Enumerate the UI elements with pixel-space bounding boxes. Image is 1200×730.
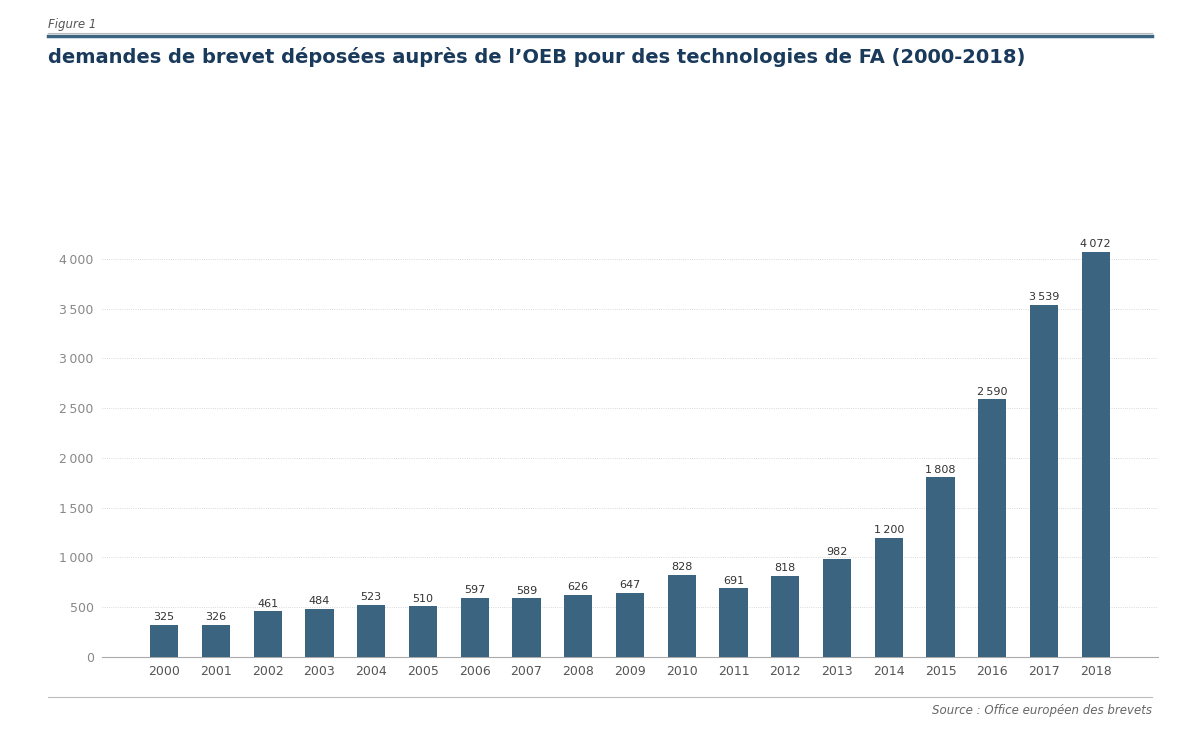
Text: 325: 325: [154, 612, 175, 622]
Text: 461: 461: [257, 599, 278, 609]
Text: 510: 510: [413, 593, 433, 604]
Bar: [978, 399, 1007, 657]
Bar: [305, 609, 334, 657]
Text: demandes de brevet déposées auprès de l’OEB pour des technologies de FA (2000-20: demandes de brevet déposées auprès de l’…: [48, 47, 1025, 67]
Text: 1 808: 1 808: [925, 464, 955, 475]
Text: 647: 647: [619, 580, 641, 590]
Text: 589: 589: [516, 586, 538, 596]
Bar: [461, 598, 488, 657]
Text: 828: 828: [671, 562, 692, 572]
Text: 691: 691: [722, 576, 744, 585]
Bar: [512, 599, 541, 657]
Text: 626: 626: [568, 583, 589, 592]
Text: Figure 1: Figure 1: [48, 18, 96, 31]
Bar: [719, 588, 748, 657]
Bar: [409, 606, 437, 657]
Text: 326: 326: [205, 612, 227, 622]
Bar: [1030, 304, 1058, 657]
Text: 982: 982: [827, 547, 847, 557]
Bar: [253, 611, 282, 657]
Text: 4 072: 4 072: [1080, 239, 1111, 249]
Bar: [823, 559, 851, 657]
Bar: [150, 625, 179, 657]
Bar: [875, 537, 902, 657]
Text: 1 200: 1 200: [874, 525, 904, 535]
Text: 484: 484: [308, 596, 330, 607]
Text: 3 539: 3 539: [1028, 292, 1060, 302]
Text: Source : Office européen des brevets: Source : Office européen des brevets: [932, 704, 1152, 718]
Text: 2 590: 2 590: [977, 387, 1008, 396]
Text: 597: 597: [464, 585, 485, 595]
Bar: [358, 605, 385, 657]
Bar: [564, 595, 593, 657]
Text: 818: 818: [775, 563, 796, 573]
Text: 523: 523: [361, 593, 382, 602]
Bar: [772, 575, 799, 657]
Bar: [202, 625, 230, 657]
Bar: [667, 575, 696, 657]
Bar: [926, 477, 955, 657]
Bar: [1081, 252, 1110, 657]
Bar: [616, 593, 644, 657]
